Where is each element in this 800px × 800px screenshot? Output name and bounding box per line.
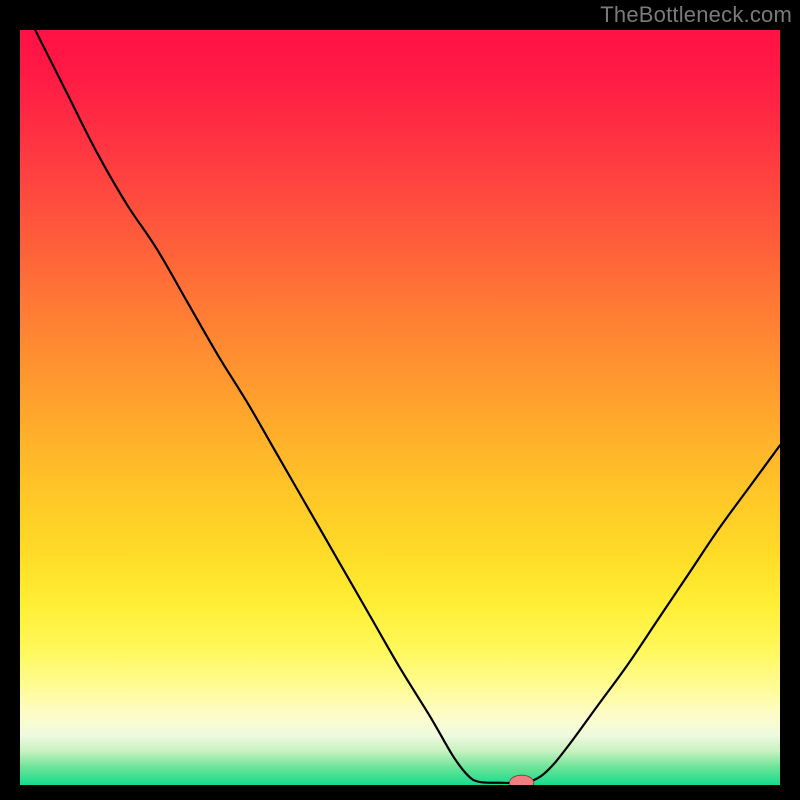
plot-background bbox=[20, 30, 780, 785]
watermark-text: TheBottleneck.com bbox=[600, 2, 792, 28]
bottleneck-plot bbox=[20, 30, 780, 785]
chart-frame: TheBottleneck.com bbox=[0, 0, 800, 800]
